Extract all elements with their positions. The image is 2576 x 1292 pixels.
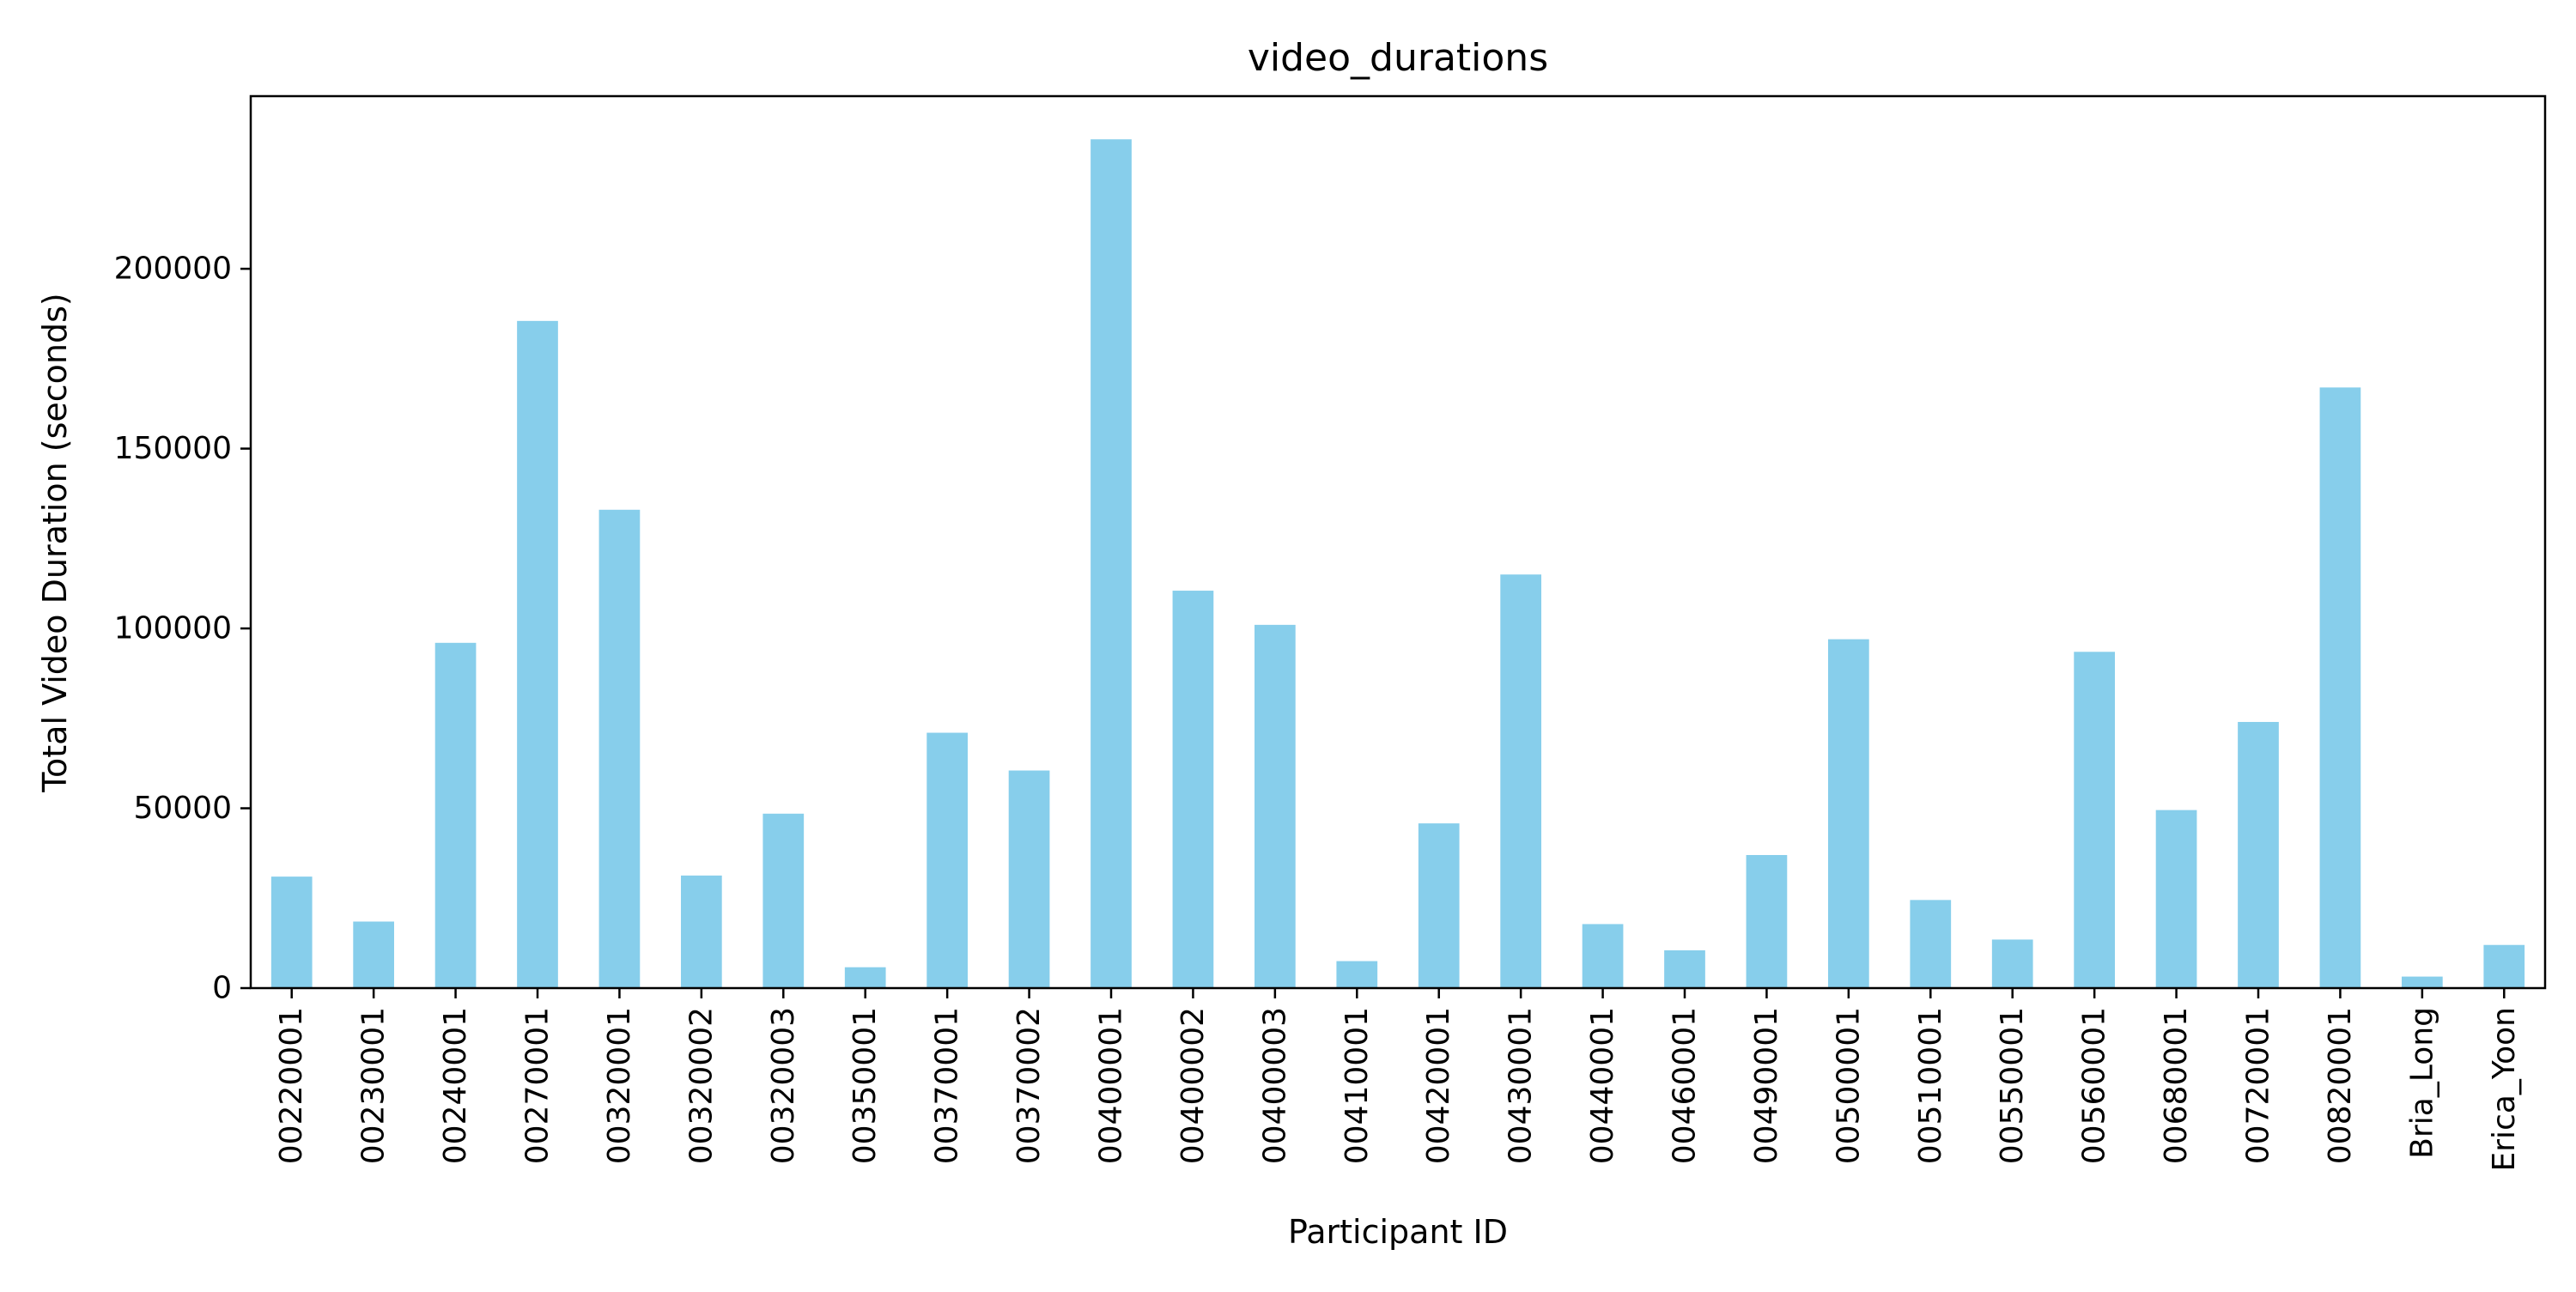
bar	[2402, 976, 2443, 988]
y-tick-label: 0	[212, 971, 232, 1006]
bar	[434, 642, 477, 988]
plot-frame	[249, 94, 2547, 990]
x-tick-label: 00680001	[2159, 1007, 2194, 1164]
x-tick-label: 00430001	[1504, 1007, 1539, 1164]
bar	[927, 732, 968, 988]
x-tick-label: 00400002	[1176, 1007, 1211, 1164]
x-tick-label: 00320001	[602, 1007, 637, 1164]
x-tick-label: 00720001	[2241, 1007, 2276, 1164]
bar	[1582, 924, 1624, 988]
bar	[1746, 854, 1788, 988]
x-tick-label: 00230001	[356, 1007, 392, 1164]
bar	[1091, 139, 1132, 988]
x-tick-label: Erica_Yoon	[2487, 1007, 2522, 1171]
bar	[681, 875, 722, 988]
bar	[517, 320, 558, 989]
bar	[1418, 823, 1460, 988]
y-tick-label: 150000	[114, 431, 232, 466]
x-tick-label: 00400003	[1257, 1007, 1292, 1164]
x-tick-label: 00820001	[2323, 1007, 2358, 1164]
bar	[1664, 950, 1705, 988]
bar	[1910, 900, 1952, 988]
x-tick-label: 00270001	[520, 1007, 556, 1164]
bar	[353, 921, 394, 988]
x-tick-label: 00490001	[1749, 1007, 1784, 1164]
bar	[1828, 639, 1869, 988]
bars-group	[270, 139, 2525, 989]
x-tick-label: 00320003	[766, 1007, 801, 1164]
x-tick-label: 00410001	[1340, 1007, 1375, 1164]
bar	[1336, 961, 1378, 988]
x-tick-label: 00510001	[1913, 1007, 1948, 1164]
bar	[2238, 721, 2279, 988]
x-tick-label: 00500001	[1831, 1007, 1866, 1164]
bar	[2074, 652, 2115, 988]
bar	[1500, 574, 1541, 988]
x-tick-label: 00370002	[1012, 1007, 1047, 1164]
bar	[1991, 939, 2033, 988]
bar	[2319, 387, 2361, 989]
x-tick-label: 00440001	[1585, 1007, 1620, 1164]
x-tick-label: 00320002	[683, 1007, 719, 1164]
x-tick-label: 00400001	[1094, 1007, 1129, 1164]
bar	[1008, 770, 1050, 988]
bar	[762, 813, 805, 988]
x-tick-label: 00370001	[930, 1007, 965, 1164]
y-tick-label: 50000	[133, 791, 232, 826]
x-tick-label: 00220001	[274, 1007, 309, 1164]
bar	[1255, 624, 1296, 988]
y-tick-label: 200000	[114, 252, 232, 287]
x-tick-label: 00240001	[438, 1007, 473, 1164]
bar	[1172, 591, 1214, 988]
y-tick-label: 100000	[114, 611, 232, 646]
bar	[270, 876, 313, 989]
bar	[2483, 944, 2525, 988]
y-axis-label: Total Video Duration (seconds)	[36, 293, 74, 792]
x-axis-label: Participant ID	[1288, 1213, 1508, 1251]
bar	[844, 967, 886, 988]
x-axis: 00220001 00230001 00240001 00270001 00320001…	[274, 988, 2522, 1171]
y-axis: 0 50000 100000 150000 200000	[114, 252, 251, 1006]
x-tick-label: 00420001	[1421, 1007, 1456, 1164]
x-tick-label: Bria_Long	[2404, 1007, 2439, 1159]
bar	[2155, 810, 2197, 988]
x-tick-label: 00350001	[848, 1007, 883, 1164]
x-tick-label: 00460001	[1668, 1007, 1703, 1164]
x-tick-label: 00550001	[1995, 1007, 2030, 1164]
bar	[598, 509, 641, 988]
chart-title: video_durations	[1248, 36, 1548, 80]
x-tick-label: 00560001	[2077, 1007, 2112, 1164]
